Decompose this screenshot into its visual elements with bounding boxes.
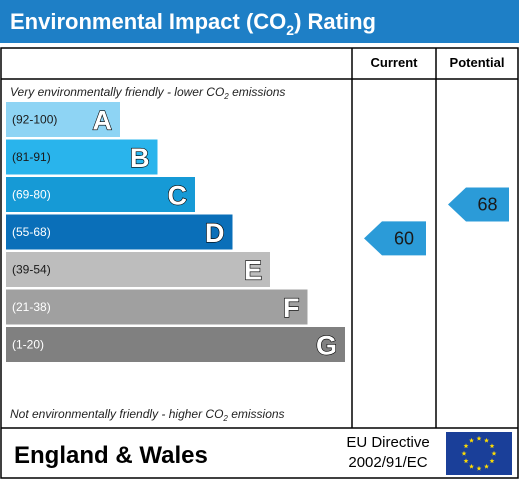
flag-star xyxy=(484,437,489,443)
flag-star xyxy=(463,443,469,449)
flag-star xyxy=(463,458,469,464)
rating-arrows: 60 68 xyxy=(364,187,509,256)
band-f: (21-38) F xyxy=(6,289,308,325)
potential-rating-arrow: 68 xyxy=(448,187,509,222)
band-c: (69-80) C xyxy=(6,177,195,212)
flag-star xyxy=(469,437,474,443)
directive-line-1: EU Directive xyxy=(346,434,429,451)
flag-star xyxy=(461,450,467,456)
flag-star xyxy=(489,443,495,449)
flag-star xyxy=(476,465,482,471)
band-bar-f xyxy=(6,289,308,325)
band-range-e: (39-54) xyxy=(12,263,51,277)
band-e: (39-54) E xyxy=(6,252,270,287)
band-range-b: (81-91) xyxy=(12,150,51,164)
current-rating-value: 60 xyxy=(394,228,414,248)
chart-frame xyxy=(0,47,519,479)
flag-star xyxy=(484,463,489,469)
band-letter-b: B xyxy=(130,143,150,173)
flag-star xyxy=(476,435,482,441)
bottom-note: Not environmentally friendly - higher CO… xyxy=(10,407,285,423)
band-bar-b xyxy=(6,139,158,175)
rating-bands: (92-100) A (81-91) B (69-80) C (55-68) D (39-54)… xyxy=(6,102,345,362)
flag-star xyxy=(469,463,474,469)
potential-rating-value: 68 xyxy=(477,195,497,215)
band-letter-a: A xyxy=(93,106,113,136)
band-a: (92-100) A xyxy=(6,102,120,137)
potential-arrow-shape xyxy=(448,187,509,222)
band-letter-e: E xyxy=(244,256,262,286)
flag-star xyxy=(491,450,497,456)
potential-column-header: Potential xyxy=(450,55,505,70)
band-range-c: (69-80) xyxy=(12,188,51,202)
band-g: (1-20) G xyxy=(6,327,345,362)
band-bar-a xyxy=(6,102,120,137)
band-range-g: (1-20) xyxy=(12,338,44,352)
band-bar-g xyxy=(6,327,345,362)
band-letter-d: D xyxy=(205,218,225,248)
band-letter-c: C xyxy=(168,181,188,211)
band-letter-g: G xyxy=(316,331,337,361)
current-column-header: Current xyxy=(371,55,419,70)
directive-line-2: 2002/91/EC xyxy=(348,454,427,471)
top-note: Very environmentally friendly - lower CO… xyxy=(10,85,285,101)
eu-flag-icon xyxy=(446,432,512,475)
current-arrow-shape xyxy=(364,221,426,256)
band-bar-e xyxy=(6,252,270,287)
header-bar xyxy=(0,0,519,43)
current-rating-arrow: 60 xyxy=(364,221,426,256)
band-d: (55-68) D xyxy=(6,214,233,250)
chart-title: Environmental Impact (CO2) Rating xyxy=(10,9,376,38)
band-range-f: (21-38) xyxy=(12,300,51,314)
band-range-d: (55-68) xyxy=(12,225,51,239)
band-letter-f: F xyxy=(283,293,300,323)
band-bar-c xyxy=(6,177,195,212)
flag-star xyxy=(489,458,495,464)
band-b: (81-91) B xyxy=(6,139,158,175)
band-bar-d xyxy=(6,214,233,250)
band-range-a: (92-100) xyxy=(12,113,57,127)
region-label: England & Wales xyxy=(14,442,208,469)
